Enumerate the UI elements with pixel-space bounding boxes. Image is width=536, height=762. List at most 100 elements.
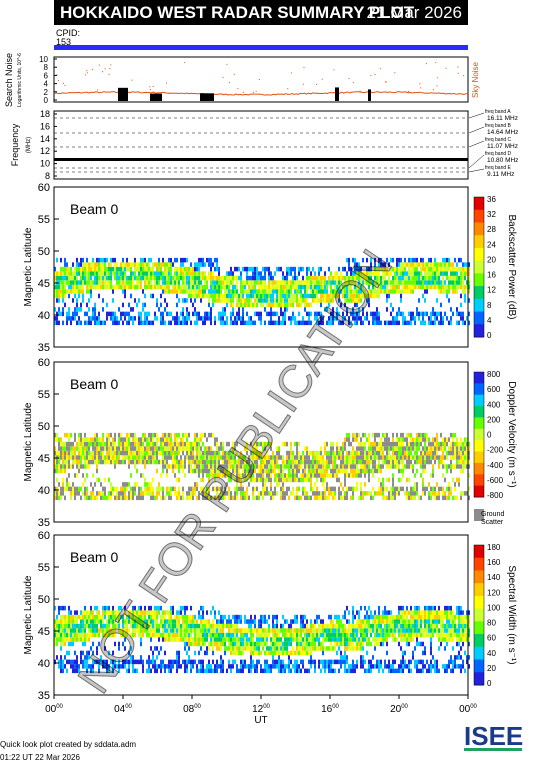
scatter-cell (206, 624, 208, 629)
scatter-cell (190, 446, 192, 451)
scatter-cell (186, 289, 188, 294)
scatter-cell (170, 312, 172, 317)
scatter-cell (78, 624, 80, 629)
scatter-cell (418, 271, 420, 276)
scatter-cell (98, 478, 100, 483)
scatter-cell (90, 321, 92, 326)
ground-scatter-cell (288, 487, 290, 492)
sky-noise-point (229, 82, 230, 83)
ground-scatter-cell (90, 460, 92, 465)
scatter-cell (200, 271, 202, 276)
scatter-cell (412, 455, 414, 460)
scatter-cell (184, 258, 186, 263)
scatter-cell (142, 303, 144, 308)
scatter-cell (416, 312, 418, 317)
ground-scatter-cell (280, 464, 282, 469)
scatter-cell (158, 451, 160, 456)
scatter-cell (114, 446, 116, 451)
scatter-cell (62, 619, 64, 624)
scatter-cell (362, 442, 364, 447)
scatter-cell (226, 624, 228, 629)
ground-scatter-cell (444, 455, 446, 460)
scatter-cell (236, 294, 238, 299)
ground-scatter-cell (114, 496, 116, 501)
scatter-cell (306, 267, 308, 272)
scatter-cell (458, 442, 460, 447)
ground-scatter-cell (332, 473, 334, 478)
scatter-cell (164, 276, 166, 281)
scatter-cell (216, 289, 218, 294)
sky-noise-point (58, 80, 59, 81)
scatter-cell (302, 478, 304, 483)
scatter-cell (154, 460, 156, 465)
scatter-cell (254, 267, 256, 272)
scatter-cell (402, 469, 404, 474)
scatter-cell (206, 664, 208, 669)
scatter-cell (446, 267, 448, 272)
scatter-cell (72, 285, 74, 290)
scatter-cell (216, 642, 218, 647)
scatter-cell (58, 469, 60, 474)
scatter-cell (146, 280, 148, 285)
scatter-cell (314, 298, 316, 303)
beam-label: Beam 0 (70, 201, 118, 217)
scatter-cell (230, 619, 232, 624)
scatter-cell (414, 437, 416, 442)
scatter-cell (400, 262, 402, 267)
scatter-cell (124, 285, 126, 290)
scatter-cell (58, 619, 60, 624)
scatter-cell (60, 646, 62, 651)
scatter-cell (188, 660, 190, 665)
ground-scatter-cell (432, 442, 434, 447)
scatter-cell (276, 303, 278, 308)
scatter-cell (134, 298, 136, 303)
ground-scatter-cell (70, 442, 72, 447)
scatter-cell (462, 285, 464, 290)
scatter-cell (290, 285, 292, 290)
ground-scatter-cell (382, 487, 384, 492)
scatter-cell (264, 280, 266, 285)
scatter-cell (170, 491, 172, 496)
scatter-cell (218, 628, 220, 633)
scatter-cell (130, 455, 132, 460)
scatter-cell (182, 298, 184, 303)
scatter-cell (186, 321, 188, 326)
ground-scatter-cell (190, 451, 192, 456)
scatter-cell (414, 487, 416, 492)
scatter-cell (96, 262, 98, 267)
scatter-cell (80, 637, 82, 642)
scatter-cell (464, 451, 466, 456)
scatter-cell (146, 271, 148, 276)
scatter-cell (310, 464, 312, 469)
scatter-cell (82, 491, 84, 496)
scatter-cell (262, 267, 264, 272)
scatter-cell (118, 307, 120, 312)
ground-scatter-cell (334, 469, 336, 474)
scatter-cell (58, 321, 60, 326)
scatter-cell (98, 491, 100, 496)
scatter-cell (190, 669, 192, 674)
scatter-cell (64, 289, 66, 294)
ground-scatter-cell (352, 491, 354, 496)
scatter-cell (154, 280, 156, 285)
scatter-cell (132, 451, 134, 456)
scatter-cell (194, 294, 196, 299)
scatter-cell (368, 437, 370, 442)
ground-scatter-cell (416, 482, 418, 487)
scatter-cell (326, 460, 328, 465)
scatter-cell (302, 487, 304, 492)
scatter-cell (90, 455, 92, 460)
scatter-cell (328, 451, 330, 456)
scatter-cell (264, 298, 266, 303)
scatter-cell (278, 321, 280, 326)
ground-scatter-cell (398, 469, 400, 474)
scatter-cell (322, 285, 324, 290)
scatter-cell (400, 258, 402, 263)
scatter-cell (440, 271, 442, 276)
scatter-cell (372, 473, 374, 478)
scatter-cell (382, 460, 384, 465)
ground-scatter-cell (444, 478, 446, 483)
scatter-cell (132, 455, 134, 460)
scatter-cell (94, 276, 96, 281)
ground-scatter-cell (68, 460, 70, 465)
